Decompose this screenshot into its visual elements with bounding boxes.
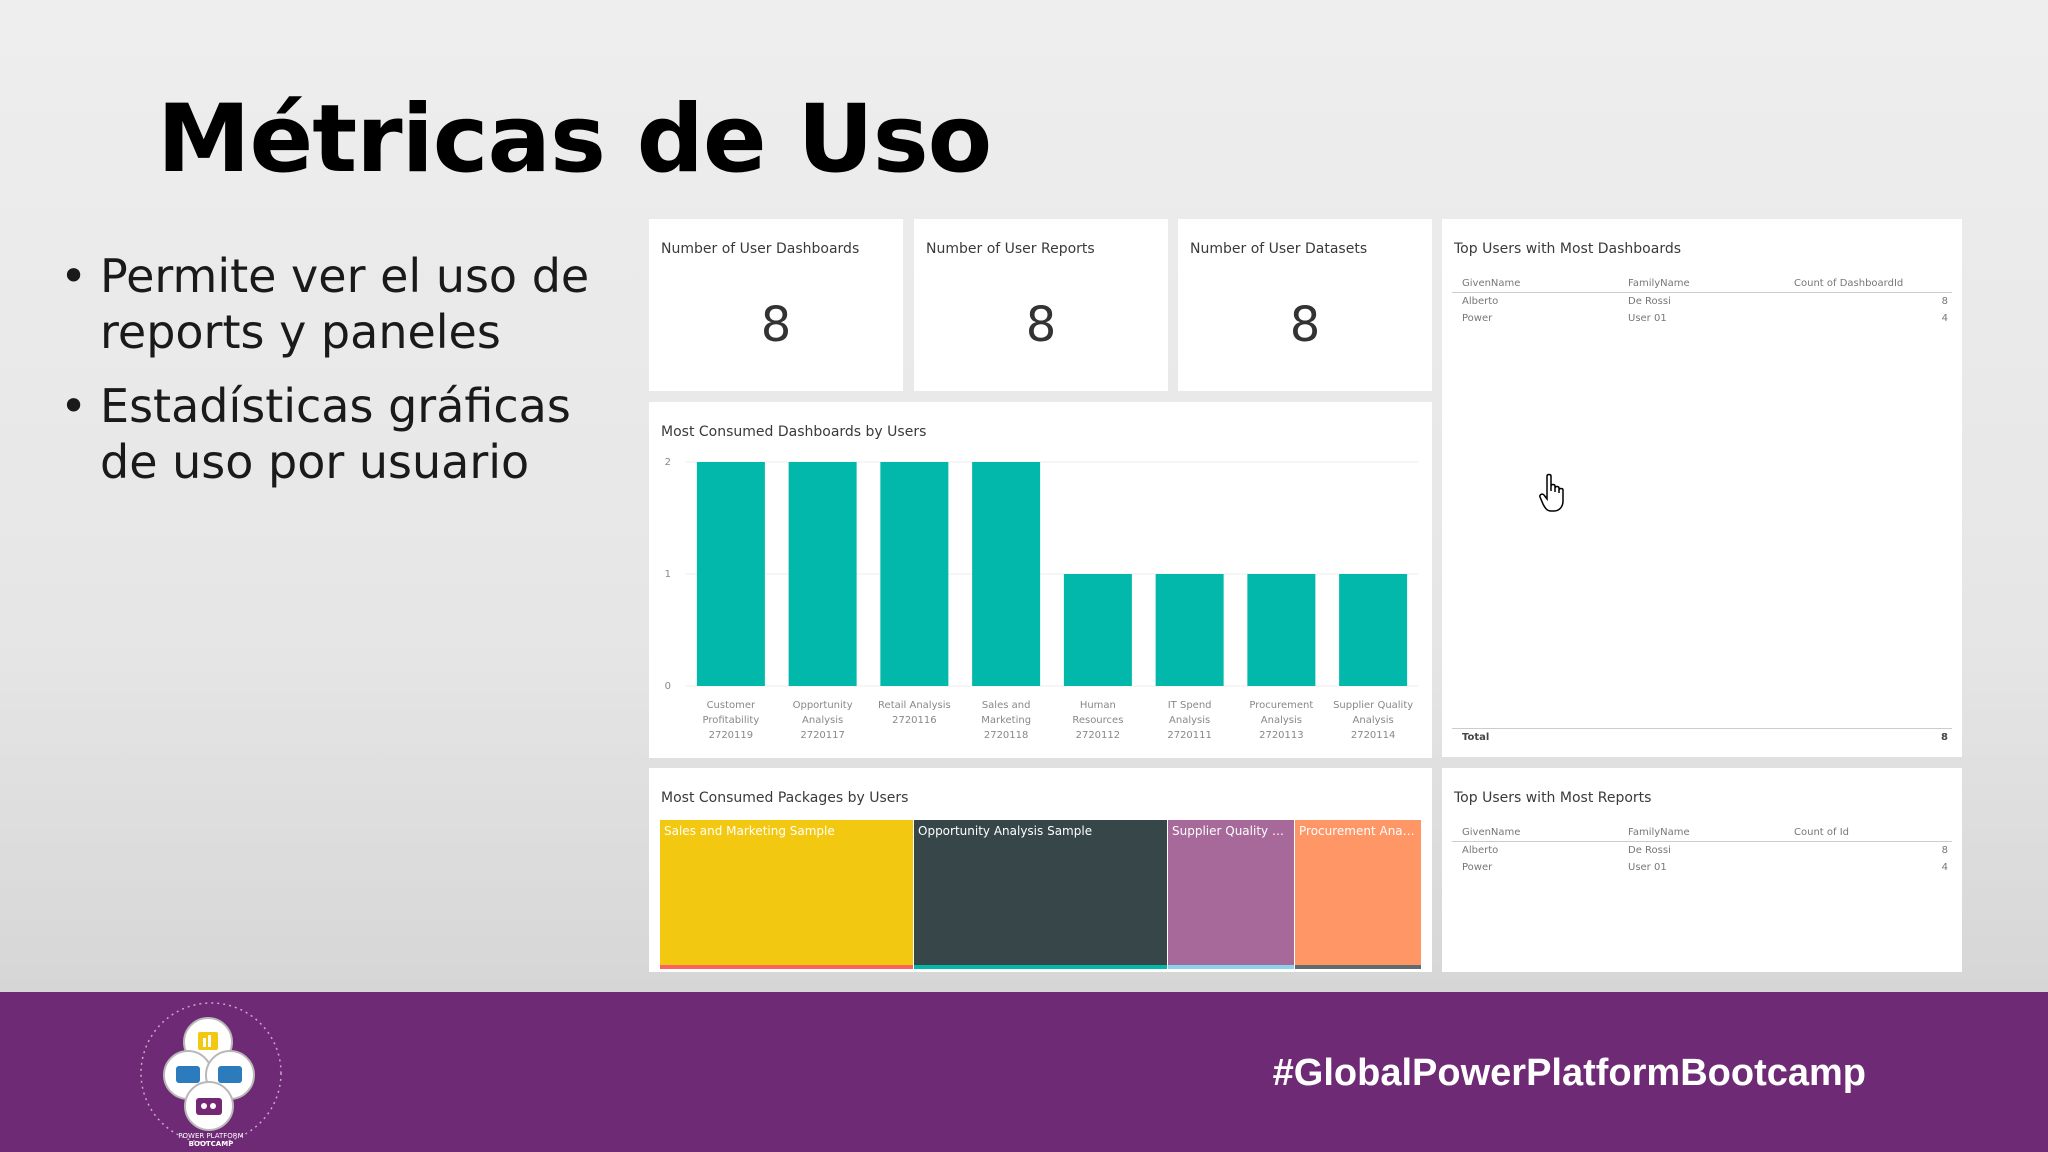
column-header[interactable]: Count of Id [1794,824,1952,841]
treemap-label: Supplier Quality An... [1172,824,1290,838]
bar[interactable] [1063,574,1132,686]
x-tick-label: Customer Profitability 2720119 [703,700,760,741]
column-header[interactable]: GivenName [1462,278,1521,289]
svg-text:BOOTCAMP: BOOTCAMP [189,1140,234,1148]
table-title: Top Users with Most Dashboards [1454,241,1682,257]
y-tick-label: 1 [665,569,671,580]
bar[interactable] [1155,574,1224,686]
column-header[interactable]: FamilyName [1628,827,1690,838]
cell-count: 4 [1941,313,1948,324]
cell-count: 4 [1941,862,1948,873]
treemap-cell[interactable]: Opportunity Analysis Sample [914,820,1167,969]
x-tick-label: Human Resources 2720112 [1072,700,1123,741]
column-header-label: Count of Id [1794,827,1849,838]
packages-treemap-tile[interactable]: Most Consumed Packages by Users Sales an… [649,768,1432,972]
cell-given-name: Power [1462,313,1493,324]
cell-count: 8 [1941,296,1948,307]
total-label: Total [1462,732,1490,743]
bar[interactable] [788,462,857,686]
treemap-label: Opportunity Analysis Sample [918,824,1093,838]
cell-family-name: De Rossi [1628,845,1671,856]
x-tick-label: Procurement Analysis 2720113 [1249,700,1313,741]
bullet-item: Permite ver el uso de reports y paneles [58,248,618,360]
x-tick-label: IT Spend Analysis 2720111 [1167,700,1212,741]
power-platform-bootcamp-logo: POWER PLATFORM BOOTCAMP [140,1002,282,1148]
svg-text:POWER PLATFORM: POWER PLATFORM [178,1132,243,1140]
treemap-cell[interactable]: Supplier Quality An... [1168,820,1294,969]
y-tick-label: 0 [665,681,671,692]
slide-title: Métricas de Uso [157,85,992,194]
table-row[interactable]: Power User 01 4 [1452,859,1952,876]
card-user-datasets[interactable]: Number of User Datasets 8 [1178,219,1432,391]
table-total-row: Total 8 [1452,728,1952,747]
cell-family-name: De Rossi [1628,296,1671,307]
x-tick-label: Opportunity Analysis 2720117 [793,700,853,741]
bullet-list: Permite ver el uso de reports y paneles … [58,248,618,508]
total-value: 8 [1941,732,1948,743]
cell-given-name: Alberto [1462,296,1499,307]
users-table: GivenName FamilyName Count of Id Alberto… [1452,824,1952,876]
bar[interactable] [972,462,1041,686]
treemap-label: Sales and Marketing Sample [664,824,835,838]
table-row[interactable]: Power User 01 4 [1452,310,1952,327]
card-title: Number of User Datasets [1190,241,1368,257]
treemap-title: Most Consumed Packages by Users [661,790,909,806]
table-header: GivenName FamilyName Count of DashboardI… [1452,275,1952,293]
table-row[interactable]: Alberto De Rossi 8 [1452,842,1952,859]
y-tick-label: 2 [665,457,671,468]
hand-cursor-icon [1539,473,1564,512]
bar[interactable] [1247,574,1316,686]
card-title: Number of User Reports [926,241,1095,257]
cell-count: 8 [1941,845,1948,856]
bullet-item: Estadísticas gráficas de uso por usuario [58,378,618,490]
cell-given-name: Power [1462,862,1493,873]
hashtag-text: #GlobalPowerPlatformBootcamp [1272,1052,1866,1094]
card-value: 8 [1025,297,1057,353]
treemap-cell[interactable]: Sales and Marketing Sample [660,820,913,969]
users-table: GivenName FamilyName Count of DashboardI… [1452,275,1952,327]
card-title: Number of User Dashboards [661,241,860,257]
top-users-dashboards-table[interactable]: Top Users with Most Dashboards GivenName… [1442,219,1962,757]
card-value: 8 [1289,297,1321,353]
card-user-dashboards[interactable]: Number of User Dashboards 8 [649,219,903,391]
table-title: Top Users with Most Reports [1454,790,1652,806]
card-user-reports[interactable]: Number of User Reports 8 [914,219,1168,391]
bar[interactable] [880,462,949,686]
top-users-reports-table[interactable]: Top Users with Most Reports GivenName Fa… [1442,768,1962,972]
dashboards-bar-chart[interactable]: Most Consumed Dashboards by Users 0 1 2 Cus… [649,402,1432,758]
column-header[interactable]: FamilyName [1628,278,1690,289]
cell-family-name: User 01 [1628,862,1667,873]
x-tick-label: Supplier Quality Analysis 2720114 [1333,700,1413,741]
x-tick-label: Sales and Marketing 2720118 [981,700,1031,741]
treemap-label: Procurement Analys... [1299,824,1417,838]
footer-bar: POWER PLATFORM BOOTCAMP #GlobalPowerPlat… [0,992,2048,1152]
x-tick-label: Retail Analysis 2720116 [878,700,951,726]
column-header[interactable]: Count of DashboardId [1794,275,1952,292]
column-header[interactable]: GivenName [1462,827,1521,838]
bar-chart-svg: 0 1 2 Customer Profitability 2720119 Opportuni… [665,457,1419,741]
packages-treemap: Sales and Marketing Sample Opportunity A… [660,820,1421,969]
cell-given-name: Alberto [1462,845,1499,856]
column-header-label: Count of DashboardId [1794,278,1904,289]
cell-family-name: User 01 [1628,313,1667,324]
bar[interactable] [696,462,765,686]
table-header: GivenName FamilyName Count of Id [1452,824,1952,842]
chart-title: Most Consumed Dashboards by Users [661,424,927,440]
bar[interactable] [1339,574,1408,686]
treemap-cell[interactable]: Procurement Analys... [1295,820,1421,969]
table-row[interactable]: Alberto De Rossi 8 [1452,293,1952,310]
card-value: 8 [760,297,792,353]
